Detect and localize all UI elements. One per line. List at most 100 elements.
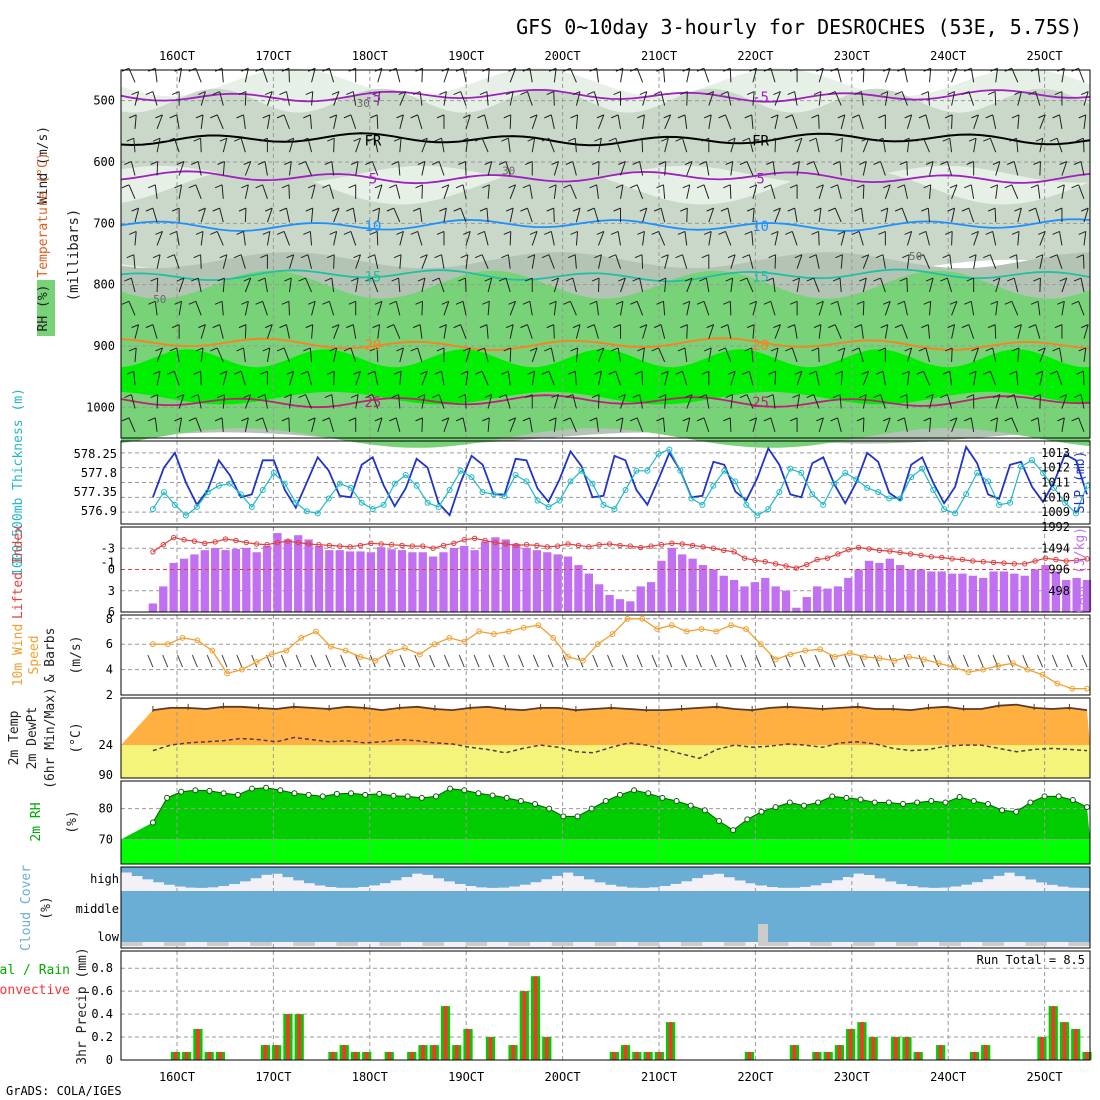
rh-point <box>461 787 468 794</box>
wind-barb-flag <box>637 347 645 352</box>
wind-barb <box>462 184 467 199</box>
wind-barb <box>882 371 886 386</box>
wind-barb-flag <box>835 254 843 259</box>
wind-barb-flag <box>265 207 273 212</box>
wind-barb-flag <box>412 91 421 96</box>
wind-barb-flag <box>417 277 426 282</box>
wind-barb <box>727 91 732 106</box>
wind-barb <box>156 138 161 153</box>
wind-speed-point <box>491 631 497 637</box>
wind-speed-point <box>772 656 779 663</box>
wind-barb <box>791 347 798 363</box>
wind-barb <box>1078 68 1085 83</box>
cape-bar <box>667 547 676 612</box>
surface-wind-barb <box>962 654 969 668</box>
rh-point <box>645 790 652 797</box>
slp-tick-1011: 1011 <box>1041 476 1070 490</box>
thickness-point <box>567 478 574 485</box>
wind-barb-flag <box>565 161 573 165</box>
cape-bar <box>678 554 687 612</box>
li-point <box>326 542 333 549</box>
precip-convective-bar <box>1040 1037 1044 1060</box>
thickness-point <box>435 503 442 510</box>
wind-barb-flag <box>630 417 638 422</box>
wind-barb <box>703 301 710 316</box>
wind-barb-flag <box>904 347 912 352</box>
wind-barb <box>574 371 577 386</box>
thickness-point <box>358 499 365 506</box>
wind-barb-flag <box>551 161 559 165</box>
wind-barb <box>1056 138 1063 153</box>
wind-barb-flag <box>129 347 137 352</box>
wind-barb <box>794 91 798 106</box>
wind-barb <box>858 114 864 130</box>
rh-point <box>447 785 454 792</box>
isotherm-label-FR-1: FR <box>752 133 769 149</box>
rh-point <box>1027 799 1034 806</box>
wind-barb <box>377 324 381 339</box>
cape-bar <box>792 607 801 612</box>
rh-axis-title: 2m RH <box>29 802 44 841</box>
wind-barb-flag <box>1011 114 1020 119</box>
wind-barb <box>815 254 820 269</box>
li-point <box>337 543 343 549</box>
upper-panel-frame <box>120 69 1091 439</box>
wind-barb-flag <box>198 91 206 96</box>
cloud-panel-frame <box>120 866 1091 949</box>
wind-barb <box>617 347 622 363</box>
cloud-high-bar <box>142 867 154 880</box>
wind-barb-flag <box>1030 184 1039 189</box>
wind-barb <box>995 417 999 432</box>
wind-barb <box>730 371 736 386</box>
wind-speed-point <box>802 647 809 654</box>
wind-barb <box>1039 231 1046 246</box>
cloud-high-bar <box>562 867 574 873</box>
thickness-point <box>930 486 937 493</box>
rh-point <box>900 801 907 808</box>
wind-barb-flag <box>684 277 693 282</box>
wind-barb <box>421 301 424 316</box>
wind-barb-flag <box>918 230 927 235</box>
wind-barb <box>154 301 158 316</box>
wind-barb <box>1080 277 1085 293</box>
surface-wind-barb <box>414 654 421 668</box>
cloud-low-bar <box>594 942 617 946</box>
thickness-point <box>622 486 629 493</box>
wind-barb <box>837 68 842 83</box>
wind-barb <box>240 254 246 269</box>
wind-barb <box>861 324 864 339</box>
wind-barb <box>729 68 732 83</box>
wind-barb-flag <box>324 161 333 165</box>
wind-barb-flag <box>947 91 955 96</box>
wind-barb <box>660 207 666 223</box>
cloud-high-bar <box>659 867 671 886</box>
cloud-high-bar <box>594 867 606 883</box>
wind-barb <box>815 371 820 386</box>
thickness-point <box>413 482 420 489</box>
wind-barb-flag <box>501 370 509 375</box>
precip-convective-bar <box>331 1051 335 1060</box>
top-date-label-24OCT: 24OCT <box>930 49 966 63</box>
wind-barb <box>283 347 290 363</box>
cloud-low-bar <box>767 942 789 946</box>
pressure-tick-600: 600 <box>93 155 115 169</box>
wind-barb <box>487 417 490 432</box>
wind-barb <box>796 277 800 293</box>
wind-barb <box>1061 68 1065 83</box>
cloud-high-bar <box>379 867 391 884</box>
wind-barb-flag <box>768 137 776 142</box>
wind-barb-flag <box>835 370 843 375</box>
wind-barb-flag <box>348 417 356 422</box>
wind-barb <box>443 301 450 316</box>
wind-barb-flag <box>198 207 206 212</box>
wind-barb <box>460 91 467 106</box>
wind-barb <box>1061 417 1065 432</box>
cloud-high-bar <box>777 867 790 888</box>
wind-barb <box>834 207 842 223</box>
wind-barb <box>200 91 206 106</box>
wind-barb-flag <box>1038 347 1046 352</box>
rh-point <box>659 794 666 801</box>
cape-bar <box>418 552 427 612</box>
wind-barb-flag <box>529 230 538 235</box>
wind-barb <box>575 231 579 246</box>
